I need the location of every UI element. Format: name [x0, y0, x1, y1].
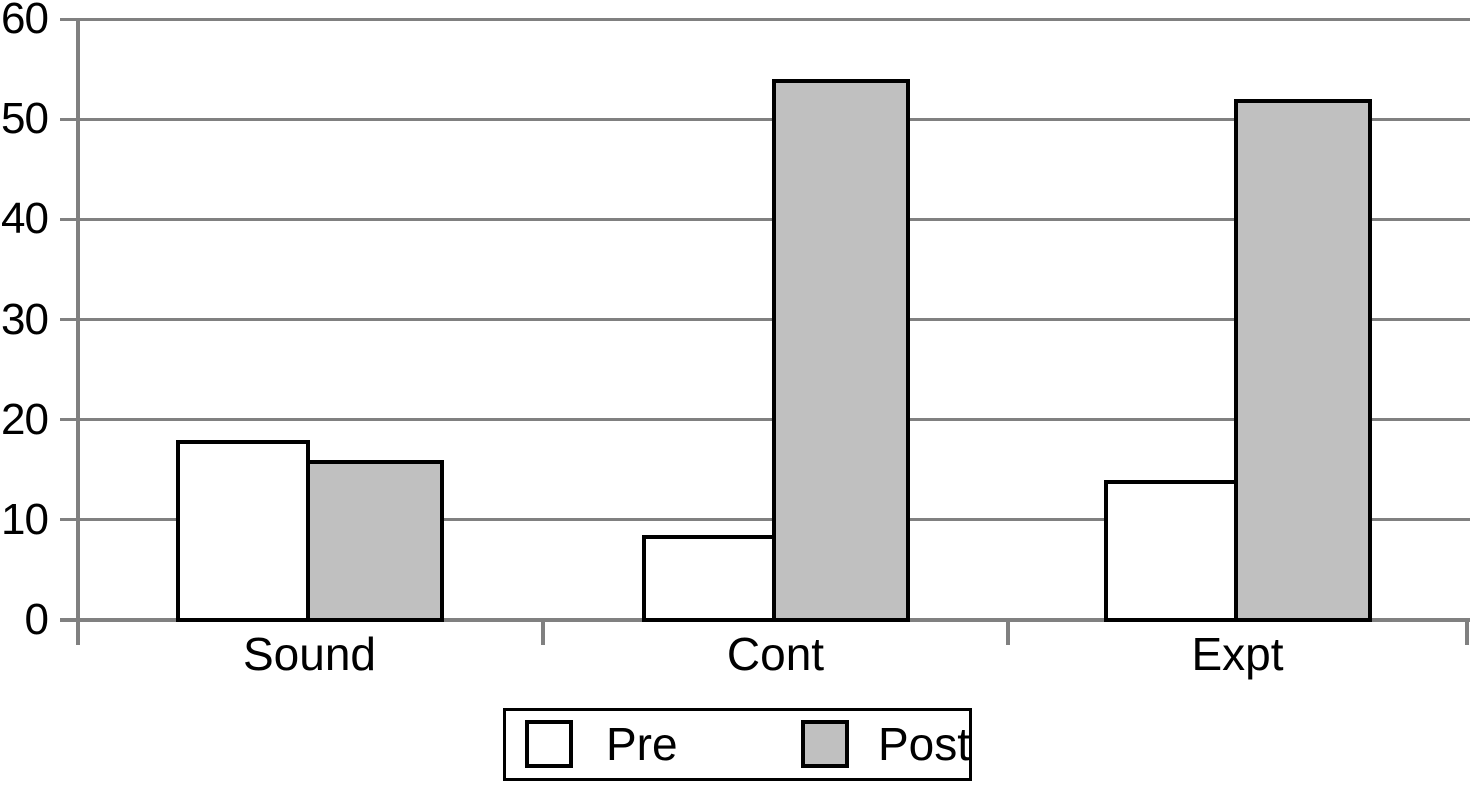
y-tick-label: 30 — [1, 294, 49, 344]
category-label: Cont — [726, 628, 825, 680]
bar-sound-post — [305, 459, 444, 622]
bar-expt-post — [1233, 99, 1372, 622]
gridline — [60, 217, 1470, 221]
legend-label-pre: Pre — [606, 718, 678, 770]
legend-label-post: Post — [878, 718, 971, 770]
bar-cont-post — [771, 79, 910, 622]
y-tick-label: 60 — [1, 0, 49, 43]
legend: Pre Post — [503, 708, 972, 781]
y-tick-label: 20 — [1, 394, 49, 444]
y-axis-line — [76, 19, 80, 645]
y-tick-label: 50 — [1, 94, 49, 144]
bar-cont-pre — [641, 534, 776, 622]
category-label: Expt — [1191, 628, 1284, 680]
y-tick-label: 40 — [1, 194, 49, 244]
x-axis-tick — [541, 620, 545, 645]
y-tick-label: 0 — [24, 595, 49, 644]
gridline — [60, 318, 1470, 321]
gridline — [60, 418, 1470, 422]
gridline — [60, 117, 1470, 121]
gridline — [60, 518, 1470, 522]
category-label: Sound — [242, 628, 376, 680]
bar-sound-pre — [175, 439, 310, 622]
legend-swatch-post — [801, 720, 849, 768]
x-axis-tick — [1006, 620, 1010, 645]
x-axis-tick — [1465, 620, 1469, 645]
legend-swatch-pre — [525, 720, 573, 768]
y-tick-label: 10 — [1, 494, 49, 544]
gridline — [60, 17, 1470, 21]
bar-expt-pre — [1103, 479, 1238, 622]
